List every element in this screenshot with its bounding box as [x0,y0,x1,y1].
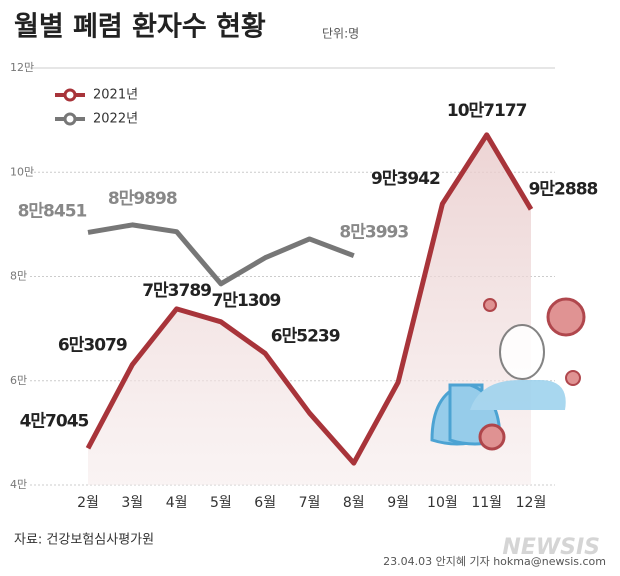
y-tick-label: 6만 [10,374,27,387]
legend-marker [63,112,77,126]
line [87,222,355,287]
legend-label: 2021년 [93,88,138,103]
data-label: 10만7177 [447,101,527,121]
x-tick-label: 4월 [166,495,188,511]
chart-title: 월별 폐렴 환자수 현황 [14,12,266,43]
data-label: 7만1309 [212,291,281,311]
x-tick-label: 10월 [427,495,458,511]
x-tick-label: 8월 [343,495,365,511]
credit: 23.04.03 안지혜 기자 hokma@newsis.com [383,555,606,568]
x-tick-label: 2월 [77,495,99,511]
y-tick-label: 4만 [10,478,27,491]
data-label: 9만2888 [529,179,598,199]
area [88,134,531,485]
x-tick-label: 6월 [254,495,276,511]
legend-marker [63,88,77,102]
data-label: 6만5239 [271,326,340,346]
legend-label: 2022년 [93,112,138,127]
plot-area: 4만 6만 8만 10만 12만 2월 3월 4월 5월 6월 7월 8월 9월 10월 11월 12월 4만7… [10,61,599,511]
data-label: 8만8451 [18,201,87,221]
x-tick-label: 5월 [210,495,232,511]
data-label: 8만3993 [339,223,408,243]
data-label: 9만3942 [371,169,440,189]
x-tick-label: 7월 [299,495,321,511]
icon [430,297,586,451]
data-label: 6만3079 [58,336,127,356]
y-tick-label: 8만 [10,270,27,283]
x-tick-label: 12월 [516,495,547,511]
watermark: NEWSIS [502,535,600,560]
data-label: 8만9898 [108,189,177,209]
source: 자료: 건강보험심사평가원 [14,533,154,548]
y-tick-label: 10만 [10,165,34,178]
data-label: 7만3789 [142,281,211,301]
line [85,132,534,466]
data-label: 4만7045 [20,411,89,431]
x-tick-label: 11월 [471,495,502,511]
x-tick-label: 9월 [387,495,409,511]
x-tick-label: 3월 [121,495,143,511]
unit: 단위:명 [322,27,359,41]
y-tick-label: 12만 [10,61,34,74]
